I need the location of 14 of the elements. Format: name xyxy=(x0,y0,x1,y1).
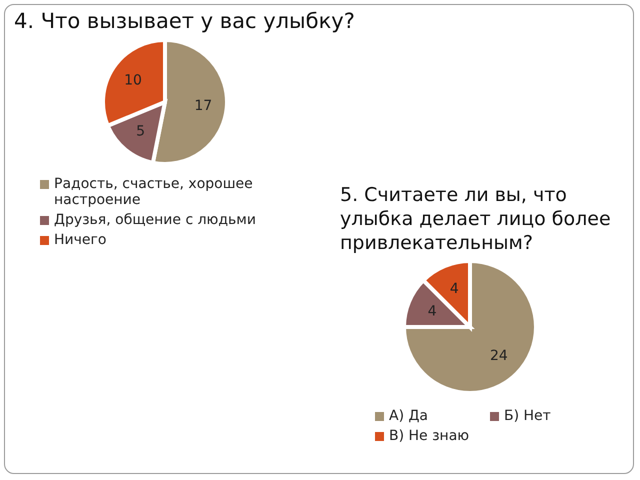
chart-title: 5. Считаете ли вы, что улыбка делает лицо более привлекательным? xyxy=(340,184,612,256)
legend-label: Б) Нет xyxy=(504,408,551,424)
chart-title: 4. Что вызывает у вас улыбку? xyxy=(14,8,356,34)
legend-label: А) Да xyxy=(389,408,428,424)
data-label: 5 xyxy=(136,124,146,140)
data-label: 4 xyxy=(428,303,437,320)
data-label: 17 xyxy=(194,98,212,114)
data-label: 24 xyxy=(490,348,508,364)
data-label: 4 xyxy=(450,281,459,298)
legend-label: Друзья, общение с людьми xyxy=(54,212,256,228)
legend-label: В) Не знаю xyxy=(389,428,470,444)
legend-label: Ничего xyxy=(54,232,106,248)
data-label: 10 xyxy=(124,72,142,89)
legend-label: Радость, счастье, хорошее настроение xyxy=(54,176,254,208)
